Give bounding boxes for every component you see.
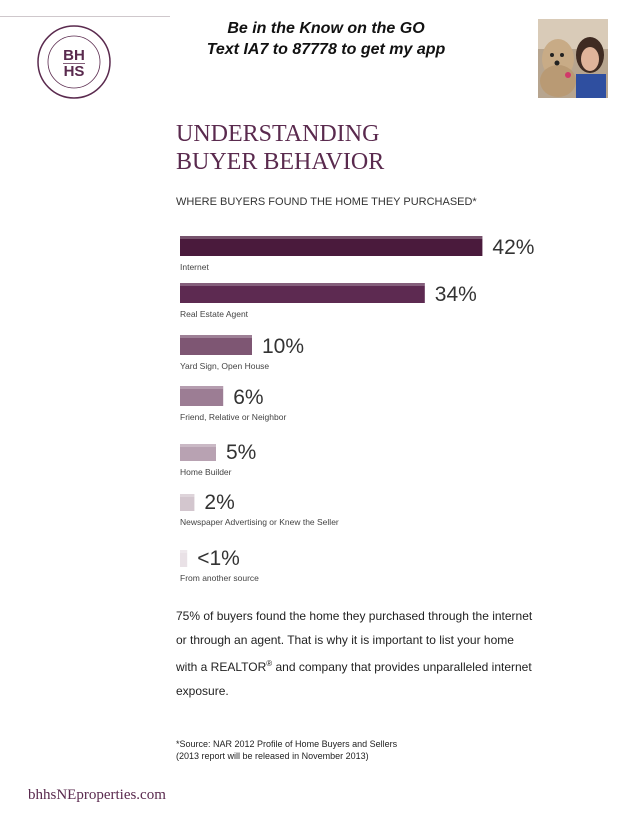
promo-line-2: Text IA7 to 87778 to get my app bbox=[206, 41, 446, 58]
summary-text-start: 75% of buyers found the home they purcha… bbox=[176, 609, 533, 674]
bar-highlight-1 bbox=[180, 283, 425, 286]
bhhs-logo: BH HS bbox=[37, 25, 111, 99]
bar-6 bbox=[180, 550, 188, 567]
promo-line-1: Be in the Know on the GO bbox=[227, 20, 425, 37]
category-label-1: Real Estate Agent bbox=[180, 309, 249, 319]
bar-1 bbox=[180, 283, 425, 303]
category-label-6: From another source bbox=[180, 573, 259, 583]
chart-subtitle: WHERE BUYERS FOUND THE HOME THEY PURCHAS… bbox=[176, 196, 477, 208]
source-note: *Source: NAR 2012 Profile of Home Buyers… bbox=[176, 738, 506, 762]
value-label-0: 42% bbox=[492, 236, 534, 259]
value-label-4: 5% bbox=[226, 441, 256, 464]
bar-highlight-4 bbox=[180, 444, 216, 447]
summary-text-end: and company that provides unparalleled i… bbox=[176, 660, 532, 698]
buyer-source-bar-chart: 42% Internet 34% Real Estate Agent 10% Yard S… bbox=[180, 236, 534, 583]
value-label-6: <1% bbox=[197, 547, 240, 570]
bar-0 bbox=[180, 236, 483, 256]
category-label-3: Friend, Relative or Neighbor bbox=[180, 412, 286, 422]
source-line-1: *Source: NAR 2012 Profile of Home Buyers… bbox=[176, 739, 398, 749]
bar-highlight-5 bbox=[180, 494, 195, 497]
page-title: UNDERSTANDING BUYER BEHAVIOR bbox=[176, 121, 385, 175]
bar-highlight-3 bbox=[180, 386, 224, 389]
website-url: bhhsNEproperties.com bbox=[28, 787, 166, 803]
agent-photo bbox=[538, 19, 608, 98]
value-label-1: 34% bbox=[435, 283, 477, 306]
value-label-3: 6% bbox=[233, 386, 263, 409]
category-label-5: Newspaper Advertising or Knew the Seller bbox=[180, 517, 339, 527]
summary-paragraph: 75% of buyers found the home they purcha… bbox=[176, 604, 536, 703]
bar-2 bbox=[180, 335, 252, 355]
bar-highlight-0 bbox=[180, 236, 483, 239]
bar-highlight-6 bbox=[180, 550, 188, 553]
logo-monogram-top: BH bbox=[63, 47, 85, 64]
value-label-2: 10% bbox=[262, 335, 304, 358]
bar-5 bbox=[180, 494, 195, 511]
category-label-4: Home Builder bbox=[180, 467, 232, 477]
registered-mark: ® bbox=[266, 659, 273, 668]
app-promo: Be in the Know on the GO Text IA7 to 877… bbox=[176, 18, 476, 60]
source-line-2: (2013 report will be released in Novembe… bbox=[176, 751, 369, 761]
bar-4 bbox=[180, 444, 216, 461]
header-rule bbox=[0, 16, 170, 17]
category-label-2: Yard Sign, Open House bbox=[180, 361, 269, 371]
bar-3 bbox=[180, 386, 224, 406]
bar-highlight-2 bbox=[180, 335, 252, 338]
logo-monogram-bottom: HS bbox=[64, 63, 85, 80]
value-label-5: 2% bbox=[204, 491, 234, 514]
category-label-0: Internet bbox=[180, 262, 209, 272]
